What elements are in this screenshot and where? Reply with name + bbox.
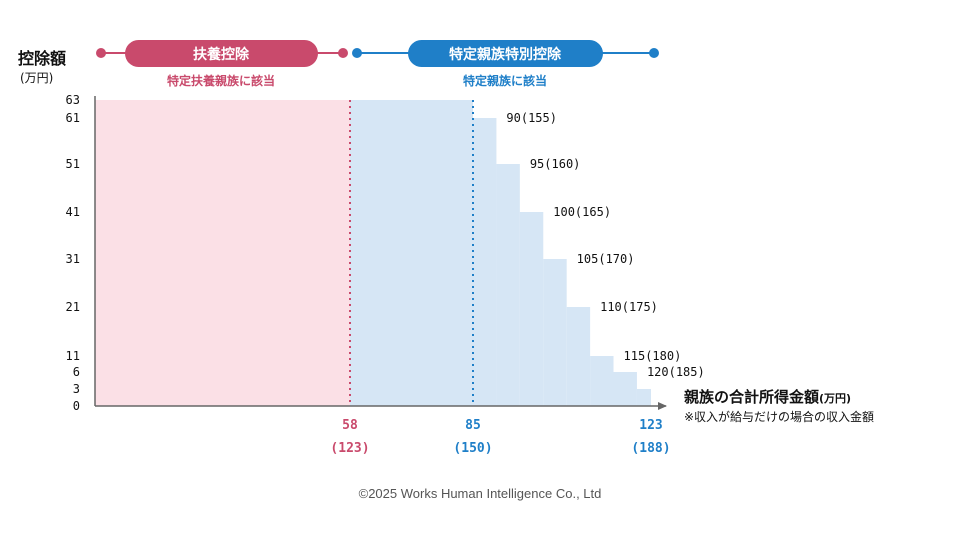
legend-fuyou-subtitle: 特定扶養親族に該当 — [167, 73, 275, 88]
step-bar-1 — [473, 118, 497, 406]
step-bar-7 — [613, 372, 637, 406]
step-bar-8 — [636, 389, 651, 406]
x-axis-title-text: 親族の合計所得金額 — [684, 388, 819, 406]
y-tick-label: 6 — [73, 365, 80, 379]
legend-dot-mid-left — [338, 48, 348, 58]
x-tick-label: 58 — [342, 418, 358, 433]
x-tick-sublabel: (123) — [330, 441, 369, 456]
y-tick-label: 0 — [73, 399, 80, 413]
step-label: 100(165) — [553, 205, 611, 219]
y-tick-label: 11 — [66, 349, 80, 363]
y-tick-label: 21 — [66, 300, 80, 314]
x-axis-note: ※収入が給与だけの場合の収入金額 — [684, 409, 874, 424]
legend-pill-fuyou — [125, 40, 318, 67]
legend-dot-mid-right — [352, 48, 362, 58]
legend-dot-right — [649, 48, 659, 58]
step-bar-0 — [350, 100, 473, 406]
y-axis-unit: (万円) — [20, 71, 53, 85]
legend-tokutei-subtitle: 特定親族に該当 — [463, 73, 547, 88]
step-bar-3 — [519, 212, 544, 406]
y-tick-label: 3 — [73, 382, 80, 396]
y-tick-label: 63 — [66, 93, 80, 107]
legend-pill-fuyou-label: 扶養控除 — [193, 46, 250, 63]
step-label: 105(170) — [577, 252, 635, 266]
y-tick-label: 51 — [66, 157, 80, 171]
y-axis-title: 控除額 — [18, 49, 66, 68]
step-bar-6 — [590, 356, 614, 406]
step-bar-5 — [566, 307, 591, 406]
step-label: 120(185) — [647, 365, 705, 379]
y-tick-label: 61 — [66, 111, 80, 125]
step-label: 90(155) — [506, 111, 557, 125]
step-bar-4 — [543, 259, 567, 406]
step-bar-2 — [496, 164, 520, 406]
x-tick-label: 123 — [639, 418, 662, 433]
y-tick-label: 31 — [66, 252, 80, 266]
copyright-text: ©2025 Works Human Intelligence Co., Ltd — [359, 486, 602, 501]
region-fuyou-koujo — [95, 100, 350, 406]
legend-pill-tokutei — [408, 40, 603, 67]
step-label: 95(160) — [530, 157, 581, 171]
step-label: 110(175) — [600, 300, 658, 314]
legend-dot-left — [96, 48, 106, 58]
x-tick-label: 85 — [465, 418, 481, 433]
x-axis-title: 親族の合計所得金額(万円) — [684, 388, 851, 406]
x-tick-sublabel: (188) — [631, 441, 670, 456]
x-tick-sublabel: (150) — [453, 441, 492, 456]
x-axis-title-unit: (万円) — [819, 392, 851, 405]
legend-pill-tokutei-label: 特定親族特別控除 — [449, 46, 562, 63]
step-label: 115(180) — [624, 349, 682, 363]
y-tick-label: 41 — [66, 205, 80, 219]
